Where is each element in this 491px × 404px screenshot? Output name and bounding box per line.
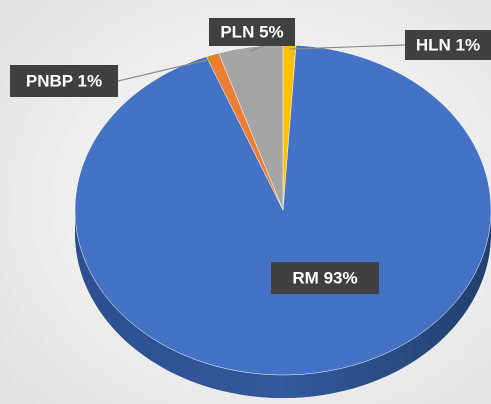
data-label: PNBP 1%	[26, 71, 102, 90]
data-label: HLN 1%	[416, 35, 480, 54]
label-box	[405, 30, 491, 60]
label-box	[271, 262, 379, 294]
label-box	[209, 18, 295, 46]
leader-line	[289, 44, 406, 50]
data-label: RM 93%	[292, 268, 357, 287]
label-box	[10, 65, 118, 97]
leader-line	[117, 58, 213, 82]
pie-slice	[74, 45, 491, 376]
data-label: PLN 5%	[220, 22, 283, 41]
